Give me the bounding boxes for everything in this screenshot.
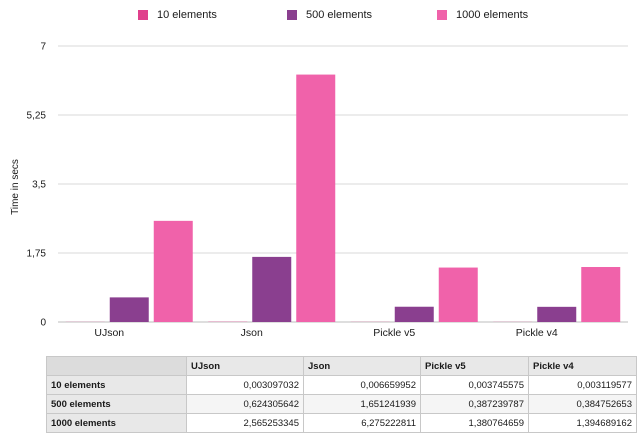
bar-chart: 0 1,75 3,5 5,25 7 Time in secs UJson Json Pick… [10,42,628,339]
table-cell: 1,380764659 [420,413,529,433]
table-cell: 0,003745575 [420,375,529,395]
table-cell: 0,624305642 [186,394,304,414]
table-header-cell: Pickle v5 [420,356,529,376]
y-tick-label: 0 [40,318,46,329]
bar-500-elements-Json [252,256,292,322]
legend-swatch-1000-elements [437,10,447,20]
table-cell: 1,651241939 [303,394,421,414]
table-header-cell: Pickle v4 [528,356,637,376]
legend-label: 500 elements [306,9,373,21]
bar-500-elements-Pickle-v4 [537,306,577,322]
chart-legend: 10 elements 500 elements 1000 elements [0,9,640,25]
legend-swatch-10-elements [138,10,148,20]
table-cell: 6,275222811 [303,413,421,433]
table-header-row: UJson Json Pickle v5 Pickle v4 [46,356,637,376]
table-row: 10 elements 0,003097032 0,006659952 0,00… [46,375,637,395]
table-row-label: 500 elements [46,394,187,414]
bar-500-elements-Pickle-v5 [394,306,434,322]
table-cell: 0,384752653 [528,394,637,414]
bar-1000-elements-Json [296,74,336,322]
data-table: UJson Json Pickle v5 Pickle v4 10 elemen… [46,356,637,433]
bars [65,74,621,322]
x-tick-label: Pickle v5 [373,327,415,339]
x-tick-label: Json [241,327,263,339]
bar-1000-elements-Pickle-v4 [581,267,621,322]
y-axis-label: Time in secs [10,159,21,215]
x-axis-ticks: UJson Json Pickle v5 Pickle v4 [94,327,558,339]
table-header-cell: UJson [186,356,304,376]
y-tick-label: 3,5 [32,180,46,191]
table-row-label: 10 elements [46,375,187,395]
bar-500-elements-UJson [109,297,149,322]
legend-item-500-elements: 500 elements [287,9,372,21]
bar-1000-elements-Pickle-v5 [438,267,478,322]
table-cell: 0,006659952 [303,375,421,395]
legend-label: 1000 elements [456,9,529,21]
x-tick-label: Pickle v4 [516,327,558,339]
legend-item-10-elements: 10 elements [138,9,217,21]
gridlines [58,45,628,323]
table-cell: 0,003119577 [528,375,637,395]
y-tick-label: 5,25 [27,111,47,122]
table-header-cell: Json [303,356,421,376]
legend-item-1000-elements: 1000 elements [437,9,528,21]
x-tick-label: UJson [94,327,124,339]
y-tick-label: 1,75 [27,249,47,260]
table-row: 500 elements 0,624305642 1,651241939 0,3… [46,394,637,414]
legend-label: 10 elements [157,9,217,21]
y-axis-ticks: 0 1,75 3,5 5,25 7 [27,42,47,329]
table-row: 1000 elements 2,565253345 6,275222811 1,… [46,413,637,433]
legend-swatch-500-elements [287,10,297,20]
table-cell: 2,565253345 [186,413,304,433]
table-cell: 0,003097032 [186,375,304,395]
table-row-label: 1000 elements [46,413,187,433]
table-cell: 1,394689162 [528,413,637,433]
bar-1000-elements-UJson [153,220,193,322]
table-corner-cell [46,356,187,376]
y-tick-label: 7 [40,42,46,53]
table-cell: 0,387239787 [420,394,529,414]
